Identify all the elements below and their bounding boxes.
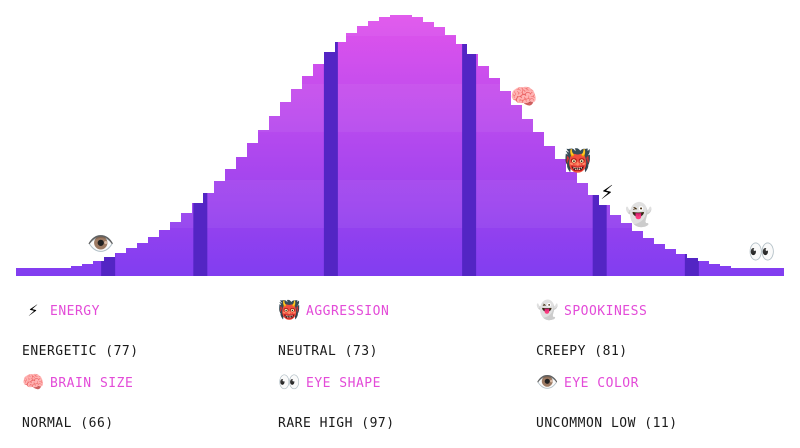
stat-energy-label: ENERGY: [50, 303, 100, 319]
stat-energy: ⚡ ENERGY ENERGETIC (77): [22, 300, 262, 360]
stat-spookiness-value: CREEPY (81): [536, 344, 628, 359]
curve-divider: [684, 15, 699, 276]
lightning-icon: ⚡: [27, 300, 39, 321]
brain-icon: 🧠: [510, 85, 538, 110]
stat-eye-color-label: EYE COLOR: [564, 375, 639, 391]
curve-band: [16, 180, 784, 228]
curve-bands: [16, 15, 784, 276]
stat-eye-shape-header: 👀 EYE SHAPE: [278, 372, 381, 396]
stat-eye-color: 👁️ EYE COLOR UNCOMMON LOW (11): [536, 372, 776, 432]
stat-eye-color-header: 👁️ EYE COLOR: [536, 372, 639, 396]
stat-eye-shape: 👀 EYE SHAPE RARE HIGH (97): [278, 372, 518, 432]
stat-brain-size-label: BRAIN SIZE: [50, 375, 134, 391]
curve-divider: [323, 15, 338, 276]
stat-aggression-value: NEUTRAL (73): [278, 344, 378, 359]
eyes-icon: 👀: [748, 240, 776, 265]
stat-spookiness-header: 👻 SPOOKINESS: [536, 300, 647, 324]
stat-eye-shape-label: EYE SHAPE: [306, 375, 381, 391]
eye-icon: 👁️: [87, 232, 115, 257]
curve-divider: [462, 15, 477, 276]
curve-band: [16, 228, 784, 276]
eye-icon: 👁️: [536, 372, 559, 393]
curve-bars: [16, 15, 784, 276]
distribution-curve: [16, 15, 784, 276]
stat-energy-value: ENERGETIC (77): [22, 344, 139, 359]
ogre-icon: 👹: [564, 149, 592, 174]
curve-divider: [193, 15, 208, 276]
curve-divider: [592, 15, 607, 276]
stat-aggression: 👹 AGGRESSION NEUTRAL (73): [278, 300, 518, 360]
stat-brain-size-value: NORMAL (66): [22, 416, 114, 431]
stat-brain-size: 🧠 BRAIN SIZE NORMAL (66): [22, 372, 262, 432]
stat-spookiness: 👻 SPOOKINESS CREEPY (81): [536, 300, 776, 360]
curve-band: [16, 15, 784, 36]
ghost-icon: 👻: [536, 300, 559, 321]
stat-eye-color-value: UNCOMMON LOW (11): [536, 416, 678, 431]
stat-aggression-label: AGGRESSION: [306, 303, 390, 319]
brain-icon: 🧠: [22, 372, 45, 393]
lightning-icon: ⚡: [600, 180, 614, 205]
stat-aggression-header: 👹 AGGRESSION: [278, 300, 389, 324]
curve-band: [16, 84, 784, 132]
curve-band: [16, 132, 784, 180]
ghost-icon: 👻: [625, 203, 653, 228]
stat-spookiness-label: SPOOKINESS: [564, 303, 648, 319]
curve-band: [16, 36, 784, 84]
stat-brain-size-header: 🧠 BRAIN SIZE: [22, 372, 133, 396]
trait-stats: ⚡ ENERGY ENERGETIC (77) 👹 AGGRESSION NEUTR…: [0, 300, 800, 448]
stat-eye-shape-value: RARE HIGH (97): [278, 416, 395, 431]
stat-energy-header: ⚡ ENERGY: [22, 300, 100, 324]
ogre-icon: 👹: [278, 300, 301, 321]
eyes-icon: 👀: [278, 372, 301, 393]
